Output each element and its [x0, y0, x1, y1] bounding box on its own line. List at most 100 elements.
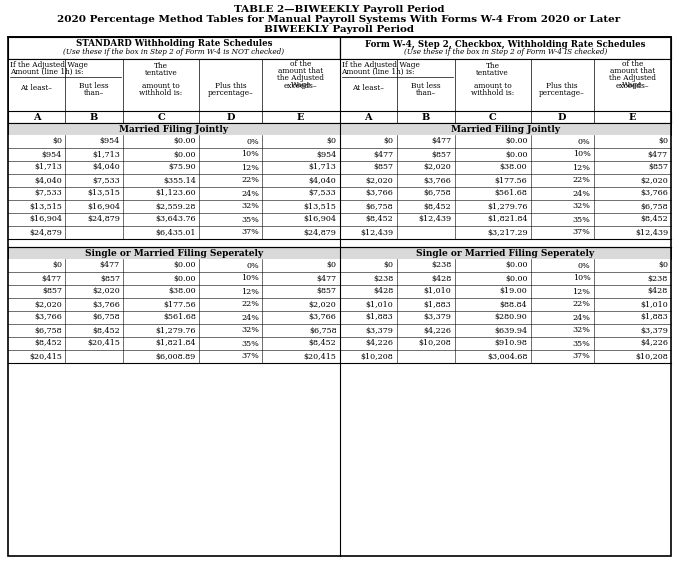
Text: $857: $857: [316, 288, 337, 296]
Text: $954: $954: [41, 151, 62, 158]
Text: $238: $238: [431, 262, 452, 270]
Bar: [8, 111, 671, 123]
Bar: [340, 285, 671, 298]
Text: Married Filing Jointly: Married Filing Jointly: [120, 125, 228, 134]
Text: $6,758: $6,758: [640, 202, 668, 210]
Text: $4,040: $4,040: [92, 164, 120, 171]
Text: $1,279.76: $1,279.76: [155, 327, 196, 334]
Text: Form W-4, Step 2, Checkbox, Withholding Rate Schedules: Form W-4, Step 2, Checkbox, Withholding …: [365, 39, 646, 49]
Text: 24%: 24%: [572, 314, 591, 321]
Text: TABLE 2—BIWEEKLY Payroll Period: TABLE 2—BIWEEKLY Payroll Period: [234, 6, 444, 15]
Text: Wage: Wage: [291, 81, 311, 89]
Text: amount that: amount that: [610, 67, 655, 75]
Text: 37%: 37%: [241, 352, 259, 360]
Text: $75.90: $75.90: [168, 164, 196, 171]
Text: $3,766: $3,766: [424, 177, 452, 184]
Text: $0: $0: [52, 138, 62, 146]
Text: $8,452: $8,452: [424, 202, 452, 210]
Bar: [340, 226, 671, 239]
Bar: [340, 324, 671, 337]
Text: 24%: 24%: [572, 190, 591, 197]
Bar: [8, 123, 340, 135]
Text: $0.00: $0.00: [505, 275, 528, 283]
Text: $1,883: $1,883: [424, 301, 452, 309]
Text: the Adjusted: the Adjusted: [277, 74, 325, 82]
Text: $238: $238: [648, 275, 668, 283]
Text: exceeds–: exceeds–: [284, 82, 318, 90]
Text: 37%: 37%: [572, 352, 591, 360]
Text: $1,010: $1,010: [640, 301, 668, 309]
Bar: [340, 337, 671, 350]
Text: $857: $857: [648, 164, 668, 171]
Text: $2,559.28: $2,559.28: [155, 202, 196, 210]
Text: 12%: 12%: [241, 164, 259, 171]
Text: $355.14: $355.14: [163, 177, 196, 184]
Text: $20,415: $20,415: [304, 352, 337, 360]
Text: $13,515: $13,515: [304, 202, 337, 210]
Text: $910.98: $910.98: [494, 340, 528, 347]
Text: $24,879: $24,879: [87, 215, 120, 223]
Text: $10,208: $10,208: [636, 352, 668, 360]
Text: $7,533: $7,533: [309, 190, 337, 197]
Text: $16,904: $16,904: [87, 202, 120, 210]
Text: $20,415: $20,415: [29, 352, 62, 360]
Bar: [340, 123, 671, 135]
Text: $1,883: $1,883: [640, 314, 668, 321]
Bar: [340, 174, 671, 187]
Bar: [8, 272, 340, 285]
Text: E: E: [297, 112, 304, 121]
Text: $477: $477: [316, 275, 337, 283]
Text: tentative: tentative: [476, 69, 509, 77]
Text: $7,533: $7,533: [92, 177, 120, 184]
Bar: [8, 239, 671, 247]
Text: But less: But less: [79, 82, 109, 90]
Text: 22%: 22%: [572, 301, 591, 309]
Bar: [8, 59, 671, 111]
Text: $0: $0: [52, 262, 62, 270]
Bar: [8, 324, 340, 337]
Text: $0.00: $0.00: [505, 262, 528, 270]
Text: $1,713: $1,713: [309, 164, 337, 171]
Text: $20,415: $20,415: [87, 340, 120, 347]
Bar: [8, 247, 340, 259]
Text: E: E: [629, 112, 636, 121]
Text: $16,904: $16,904: [304, 215, 337, 223]
Bar: [8, 298, 340, 311]
Text: $13,515: $13,515: [87, 190, 120, 197]
Text: $4,040: $4,040: [309, 177, 337, 184]
Text: C: C: [157, 112, 165, 121]
Text: $1,123.60: $1,123.60: [155, 190, 196, 197]
Bar: [340, 247, 671, 259]
Text: $3,766: $3,766: [92, 301, 120, 309]
Text: 35%: 35%: [241, 215, 259, 223]
Text: 0%: 0%: [246, 138, 259, 146]
Text: tentative: tentative: [145, 69, 177, 77]
Text: $0.00: $0.00: [505, 138, 528, 146]
Text: $8,452: $8,452: [34, 340, 62, 347]
Text: Single or Married Filing Seperately: Single or Married Filing Seperately: [85, 249, 263, 258]
Text: $2,020: $2,020: [366, 177, 394, 184]
Text: $0: $0: [658, 138, 668, 146]
Text: $3,217.29: $3,217.29: [487, 228, 528, 236]
Bar: [8, 187, 340, 200]
Text: Amount (line 1h) is:: Amount (line 1h) is:: [342, 68, 415, 76]
Text: $3,379: $3,379: [424, 314, 452, 321]
Text: $0: $0: [384, 262, 394, 270]
Bar: [8, 200, 340, 213]
Text: Single or Married Filing Seperately: Single or Married Filing Seperately: [416, 249, 594, 258]
Text: percentage–: percentage–: [539, 89, 585, 97]
Text: $428: $428: [373, 288, 394, 296]
Text: BIWEEKLY Payroll Period: BIWEEKLY Payroll Period: [264, 24, 414, 33]
Text: $2,020: $2,020: [34, 301, 62, 309]
Text: Amount (line 1h) is:: Amount (line 1h) is:: [10, 68, 84, 76]
Text: $477: $477: [373, 151, 394, 158]
Text: $4,040: $4,040: [34, 177, 62, 184]
Text: The: The: [485, 62, 500, 70]
Text: $238: $238: [373, 275, 394, 283]
Text: 10%: 10%: [572, 275, 591, 283]
Text: 32%: 32%: [241, 327, 259, 334]
Text: withhold is:: withhold is:: [471, 89, 514, 97]
Text: 12%: 12%: [572, 164, 591, 171]
Text: If the Adjusted Wage: If the Adjusted Wage: [342, 61, 420, 69]
Text: 12%: 12%: [572, 288, 591, 296]
